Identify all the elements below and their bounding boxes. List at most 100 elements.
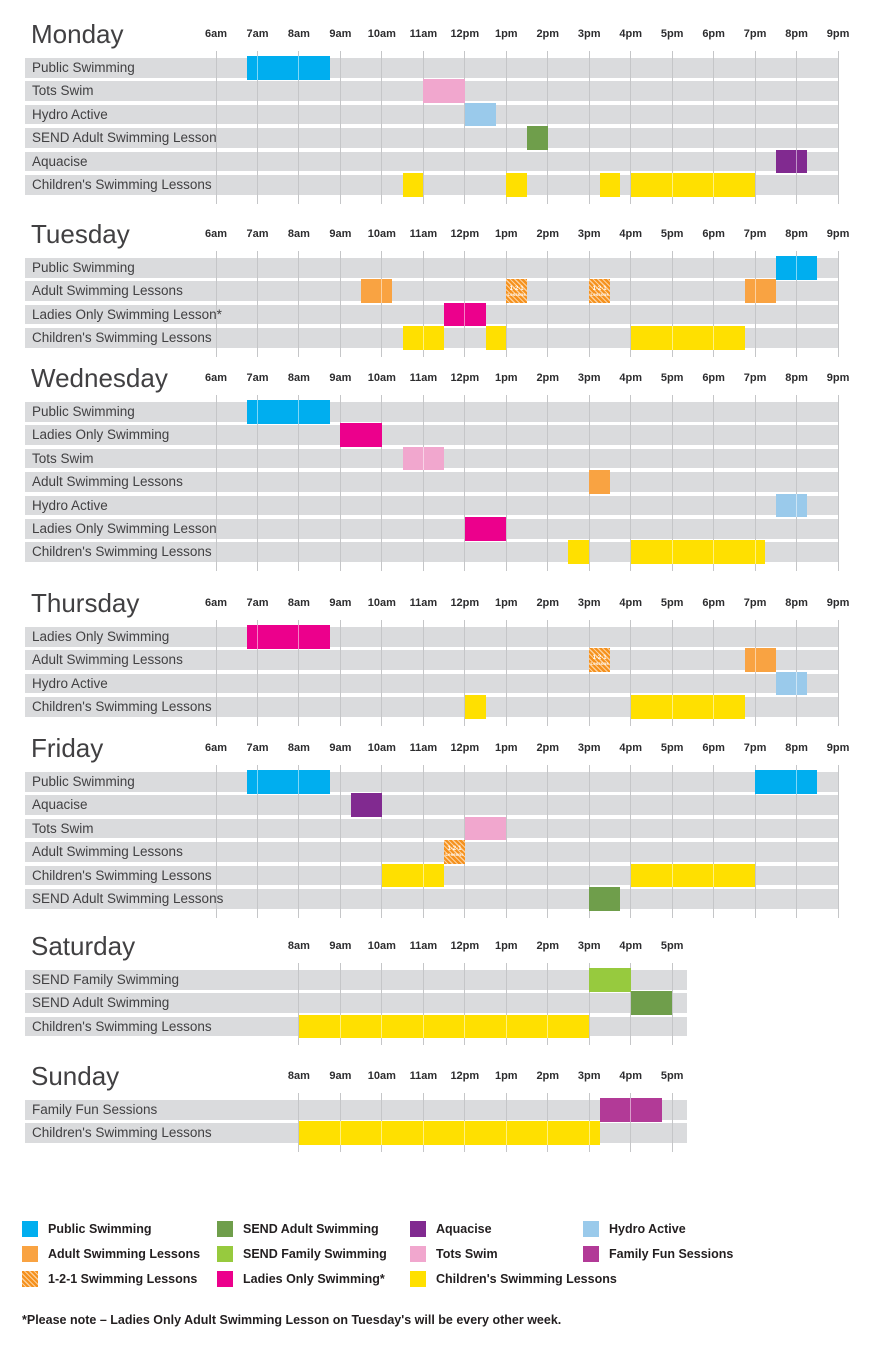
time-tick-label: 7am — [246, 742, 269, 754]
legend-item-aquacise: Aquacise — [410, 1221, 492, 1237]
time-tick-label: 2pm — [536, 28, 560, 40]
hour-gridline — [464, 620, 466, 726]
session-block-send-adult — [630, 991, 673, 1015]
legend-swatch-family-fun — [583, 1246, 599, 1262]
session-block-ladies-only — [464, 517, 507, 541]
session-block-send-adult — [589, 887, 621, 911]
time-tick-label: 12pm — [450, 940, 480, 952]
session-block-aquacise — [350, 793, 382, 817]
hour-gridline — [837, 51, 839, 204]
hour-gridline — [381, 620, 383, 726]
time-tick-label: 11am — [409, 372, 438, 384]
hour-gridline — [630, 395, 632, 571]
timetable-row: Ladies Only Swimming Lesson — [25, 519, 839, 539]
hour-seam — [464, 1121, 466, 1145]
session-block-hydro-active — [775, 493, 807, 518]
hour-gridline — [339, 620, 341, 726]
session-block-childrens-lessons — [485, 326, 507, 350]
time-tick-label: 8pm — [785, 742, 808, 754]
time-tick-label: 9pm — [826, 228, 850, 240]
hour-seam — [381, 1014, 383, 1039]
time-tick-label: 8am — [287, 597, 310, 609]
legend-label: Public Swimming — [48, 1222, 152, 1236]
hour-seam — [339, 1014, 341, 1039]
row-label: Hydro Active — [32, 106, 108, 122]
timetable-row: SEND Adult Swimming — [25, 993, 687, 1013]
hour-gridline — [215, 395, 217, 571]
hour-gridline — [547, 395, 549, 571]
time-tick-label: 1pm — [494, 28, 518, 40]
hour-gridline — [422, 963, 424, 1046]
time-tick-label: 2pm — [536, 1070, 560, 1082]
timetable-row: Ladies Only Swimming — [25, 627, 839, 647]
hour-seam — [339, 1121, 341, 1145]
hour-gridline — [505, 51, 507, 204]
hour-gridline — [588, 620, 590, 726]
hour-seam — [671, 695, 673, 719]
hour-gridline — [547, 251, 549, 357]
hour-gridline — [464, 51, 466, 204]
row-label: SEND Adult Swimming — [32, 995, 170, 1011]
day-title: Thursday — [31, 588, 140, 618]
time-tick-label: 6am — [204, 228, 228, 240]
row-label: Public Swimming — [32, 260, 135, 275]
legend-item-send-adult: SEND Adult Swimming — [217, 1221, 379, 1237]
time-tick-label: 11am — [409, 1070, 438, 1082]
hour-gridline — [215, 620, 217, 726]
time-tick-label: 12pm — [450, 597, 480, 609]
hour-seam — [505, 1014, 507, 1039]
hour-gridline — [671, 251, 673, 357]
row-label: Hydro Active — [32, 675, 108, 691]
one-to-one-label-line1: 1-2-1 — [592, 285, 607, 292]
hour-seam — [464, 302, 466, 327]
hour-gridline — [339, 251, 341, 357]
hour-gridline — [298, 620, 300, 726]
time-tick-label: 2pm — [536, 228, 560, 240]
footnote: *Please note – Ladies Only Adult Swimmin… — [22, 1313, 562, 1327]
time-tick-label: 9am — [329, 228, 352, 240]
hour-gridline — [671, 51, 673, 204]
row-label: Ladies Only Swimming — [32, 629, 170, 644]
hour-gridline — [547, 765, 549, 918]
hour-seam — [671, 173, 673, 197]
one-to-one-label-line2: Lessons — [590, 660, 609, 666]
one-to-one-label-line2: Lessons — [590, 291, 609, 297]
hour-seam — [422, 326, 424, 350]
timetable-row: Adult Swimming Lessons — [25, 281, 839, 301]
hour-gridline — [754, 251, 756, 357]
time-tick-label: 9am — [329, 742, 352, 754]
session-block-public-swimming — [775, 256, 818, 280]
hour-gridline — [298, 765, 300, 918]
row-label: Public Swimming — [32, 60, 135, 75]
legend-swatch-hydro-active — [583, 1221, 599, 1237]
row-label: Children's Swimming Lessons — [32, 330, 212, 346]
hour-seam — [381, 1121, 383, 1145]
timetable-row: Ladies Only Swimming Lesson* — [25, 304, 839, 325]
session-block-childrens-lessons — [630, 863, 756, 888]
session-block-childrens-lessons — [298, 1121, 600, 1145]
time-tick-label: 3pm — [577, 1070, 601, 1082]
hour-gridline — [422, 765, 424, 918]
session-block-childrens-lessons — [630, 173, 756, 197]
time-tick-label: 7pm — [743, 228, 767, 240]
legend-item-tots-swim: Tots Swim — [410, 1246, 498, 1262]
legend-label: SEND Adult Swimming — [243, 1222, 379, 1236]
time-tick-label: 6am — [204, 372, 228, 384]
row-label: Children's Swimming Lessons — [32, 177, 212, 192]
hour-gridline — [339, 765, 341, 918]
legend-label: Ladies Only Swimming* — [243, 1272, 385, 1286]
day-title: Wednesday — [31, 363, 168, 393]
session-block-childrens-lessons — [402, 173, 424, 197]
day-title: Monday — [31, 19, 124, 49]
hour-gridline — [422, 251, 424, 357]
session-block-childrens-lessons — [402, 326, 445, 350]
session-block-one-to-one: 1-2-1 Lessons — [506, 279, 528, 303]
time-tick-label: 9am — [329, 372, 352, 384]
hour-seam — [713, 173, 715, 197]
row-label: Adult Swimming Lessons — [32, 474, 183, 490]
session-block-ladies-only — [340, 423, 382, 447]
session-block-childrens-lessons — [568, 540, 590, 564]
one-to-one-label-line2: Lessons — [507, 291, 526, 297]
session-block-childrens-lessons — [630, 326, 745, 350]
